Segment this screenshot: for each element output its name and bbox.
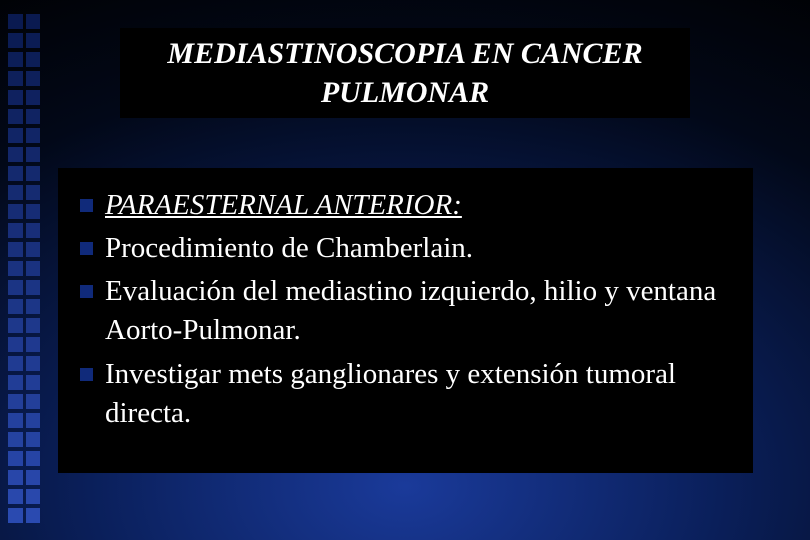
deco-row xyxy=(8,356,40,371)
deco-square xyxy=(26,147,41,162)
deco-square xyxy=(26,508,41,523)
deco-square xyxy=(26,356,41,371)
deco-square xyxy=(8,71,23,86)
deco-square xyxy=(8,261,23,276)
deco-square xyxy=(26,128,41,143)
deco-row xyxy=(8,280,40,295)
deco-square xyxy=(26,166,41,181)
deco-square xyxy=(8,90,23,105)
deco-square xyxy=(8,508,23,523)
deco-square xyxy=(8,375,23,390)
deco-row xyxy=(8,128,40,143)
deco-row xyxy=(8,147,40,162)
deco-square xyxy=(8,394,23,409)
deco-square xyxy=(8,204,23,219)
deco-square xyxy=(8,318,23,333)
deco-square xyxy=(26,375,41,390)
deco-square xyxy=(26,280,41,295)
deco-row xyxy=(8,451,40,466)
deco-square xyxy=(8,185,23,200)
deco-square xyxy=(26,71,41,86)
deco-square xyxy=(26,185,41,200)
deco-row xyxy=(8,109,40,124)
deco-square xyxy=(26,223,41,238)
deco-square xyxy=(8,337,23,352)
deco-square xyxy=(8,147,23,162)
deco-square xyxy=(26,14,41,29)
bullet-item: PARAESTERNAL ANTERIOR: xyxy=(80,186,733,225)
deco-square xyxy=(8,166,23,181)
title-container: MEDIASTINOSCOPIA EN CANCER PULMONAR xyxy=(120,28,690,118)
deco-row xyxy=(8,52,40,67)
deco-square xyxy=(8,280,23,295)
bullet-text: Investigar mets ganglionares y extensión… xyxy=(105,355,733,433)
content-container: PARAESTERNAL ANTERIOR: Procedimiento de C… xyxy=(58,168,753,473)
deco-square xyxy=(8,356,23,371)
deco-row xyxy=(8,242,40,257)
deco-square xyxy=(8,299,23,314)
left-decoration-squares xyxy=(8,14,40,523)
deco-square xyxy=(26,432,41,447)
bullet-marker-icon xyxy=(80,285,93,298)
deco-row xyxy=(8,470,40,485)
deco-row xyxy=(8,508,40,523)
deco-square xyxy=(8,413,23,428)
deco-row xyxy=(8,166,40,181)
deco-square xyxy=(26,33,41,48)
deco-row xyxy=(8,394,40,409)
deco-square xyxy=(26,394,41,409)
deco-square xyxy=(26,90,41,105)
bullet-list: PARAESTERNAL ANTERIOR: Procedimiento de C… xyxy=(80,186,733,433)
deco-square xyxy=(26,242,41,257)
deco-row xyxy=(8,185,40,200)
deco-square xyxy=(26,413,41,428)
deco-square xyxy=(8,52,23,67)
deco-row xyxy=(8,318,40,333)
bullet-marker-icon xyxy=(80,242,93,255)
deco-row xyxy=(8,375,40,390)
deco-square xyxy=(8,242,23,257)
deco-square xyxy=(8,451,23,466)
deco-row xyxy=(8,71,40,86)
deco-row xyxy=(8,413,40,428)
bullet-item: Investigar mets ganglionares y extensión… xyxy=(80,355,733,433)
deco-row xyxy=(8,337,40,352)
deco-square xyxy=(26,318,41,333)
deco-row xyxy=(8,261,40,276)
deco-row xyxy=(8,90,40,105)
deco-row xyxy=(8,223,40,238)
deco-square xyxy=(8,109,23,124)
bullet-marker-icon xyxy=(80,199,93,212)
deco-square xyxy=(26,451,41,466)
bullet-item: Evaluación del mediastino izquierdo, hil… xyxy=(80,272,733,350)
deco-row xyxy=(8,204,40,219)
deco-row xyxy=(8,33,40,48)
deco-row xyxy=(8,489,40,504)
deco-row xyxy=(8,14,40,29)
deco-square xyxy=(8,14,23,29)
deco-square xyxy=(8,470,23,485)
bullet-marker-icon xyxy=(80,368,93,381)
deco-row xyxy=(8,299,40,314)
bullet-text: Evaluación del mediastino izquierdo, hil… xyxy=(105,272,733,350)
deco-square xyxy=(26,204,41,219)
deco-square xyxy=(26,299,41,314)
deco-square xyxy=(26,489,41,504)
deco-square xyxy=(8,432,23,447)
slide-title: MEDIASTINOSCOPIA EN CANCER PULMONAR xyxy=(120,34,690,112)
deco-square xyxy=(26,52,41,67)
deco-square xyxy=(26,261,41,276)
deco-square xyxy=(8,33,23,48)
deco-row xyxy=(8,432,40,447)
deco-square xyxy=(26,470,41,485)
deco-square xyxy=(8,489,23,504)
bullet-heading-text: PARAESTERNAL ANTERIOR: xyxy=(105,186,462,225)
deco-square xyxy=(8,128,23,143)
bullet-text: Procedimiento de Chamberlain. xyxy=(105,229,473,268)
deco-square xyxy=(26,109,41,124)
deco-square xyxy=(8,223,23,238)
bullet-item: Procedimiento de Chamberlain. xyxy=(80,229,733,268)
deco-square xyxy=(26,337,41,352)
